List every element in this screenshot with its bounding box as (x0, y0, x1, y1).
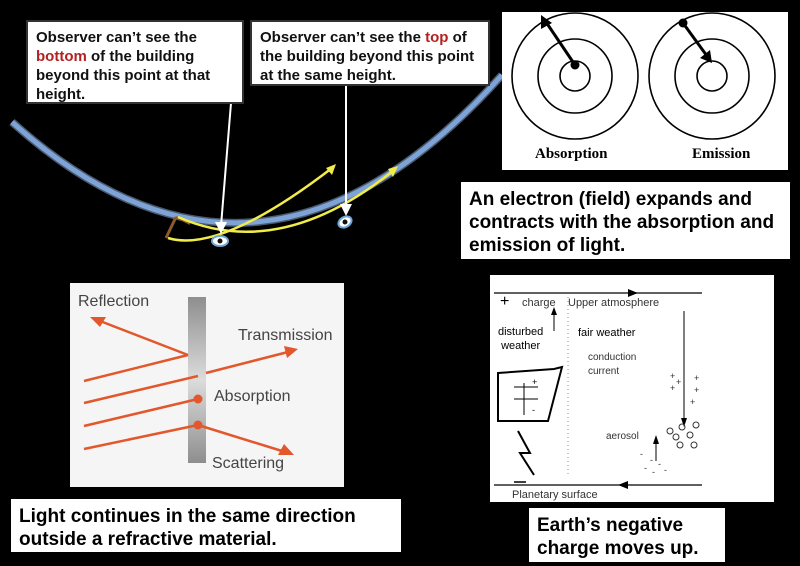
svg-text:+: + (690, 397, 695, 407)
callout-highlight: top (425, 29, 449, 46)
light-panel: Reflection Transmission Absorption Scatt… (70, 283, 344, 487)
svg-text:+: + (670, 383, 675, 393)
conduction-current-label: conduction current (588, 352, 637, 377)
svg-text:-: - (664, 465, 667, 475)
electron-panel: Absorption Emission (502, 12, 788, 170)
light-rays (83, 297, 298, 463)
building (164, 216, 178, 239)
cloud-box (497, 365, 564, 422)
arrowhead-sight-2 (388, 166, 398, 177)
refractive-slab (188, 297, 206, 463)
charge-panel: + - + + + + + + --- --- + charge Upper atmos… (490, 275, 774, 502)
light-caption: Light continues in the same direction ou… (11, 499, 401, 552)
svg-text:+: + (694, 373, 699, 383)
pointer-right-head (340, 204, 352, 216)
svg-text:+: + (670, 371, 675, 381)
upper-atmosphere-label: Upper atmosphere (568, 297, 660, 309)
sight-line-1 (167, 167, 333, 242)
pointer-left (220, 102, 232, 227)
arrowhead-sight-1 (326, 164, 336, 175)
electron-caption: An electron (field) expands and contract… (461, 182, 790, 259)
absorption-ray-label: Absorption (214, 388, 291, 405)
pointer-left-head (215, 222, 227, 234)
charge-label: charge (522, 297, 556, 309)
svg-text:-: - (658, 459, 661, 469)
svg-text:-: - (652, 467, 655, 477)
sight-line-2 (177, 169, 395, 233)
svg-text:-: - (650, 455, 653, 465)
svg-text:+: + (694, 385, 699, 395)
callout-top: Observer can’t see the top of the buildi… (250, 20, 490, 86)
planetary-surface-label: Planetary surface (512, 489, 598, 501)
absorption-label: Absorption (535, 146, 608, 162)
electron-rings (511, 12, 776, 140)
reflection-label: Reflection (78, 293, 150, 310)
lightning-icon (517, 430, 535, 476)
charge-caption: Earth’s negative charge moves up. (529, 508, 725, 562)
svg-text:-: - (644, 463, 647, 473)
svg-text:-: - (532, 405, 535, 415)
callout-highlight: bottom (36, 48, 87, 65)
disturbed-weather-label: disturbed weather (498, 326, 544, 352)
svg-text:+: + (676, 377, 681, 387)
aerosol-label: aerosol (606, 431, 639, 442)
plus-sign: + (500, 293, 510, 310)
transmission-label: Transmission (238, 327, 333, 344)
svg-text:-: - (640, 449, 643, 459)
svg-text:+: + (532, 377, 537, 387)
scattering-label: Scattering (212, 455, 285, 472)
charge-diagram: + - +++ +++ --- -- - (494, 289, 702, 489)
emission-label: Emission (692, 146, 751, 162)
fair-weather-label: fair weather (578, 327, 636, 339)
earth-surface (10, 73, 504, 226)
callout-bottom: Observer can’t see the bottom of the bui… (26, 20, 244, 104)
